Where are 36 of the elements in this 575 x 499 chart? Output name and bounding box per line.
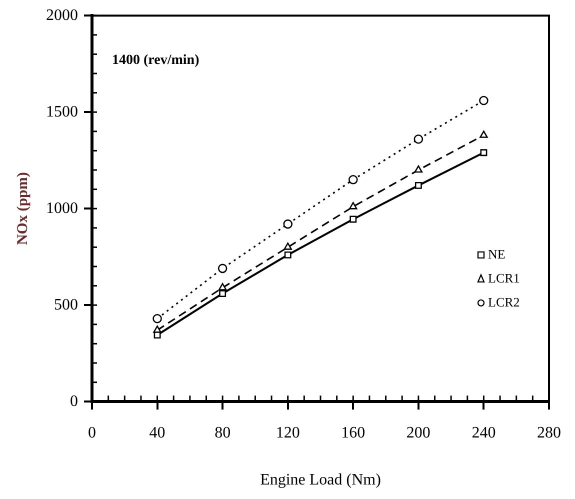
point (349, 202, 358, 210)
legend-label: LCR1 (488, 270, 520, 286)
x-axis-title: Engine Load (Nm) (260, 472, 381, 489)
x-tick-label: 80 (214, 424, 231, 442)
annotation: 1400 (rev/min) (112, 53, 200, 68)
x-tick-label: 160 (341, 424, 366, 442)
y-tick-label: 0 (70, 392, 78, 410)
point (414, 182, 422, 189)
point (218, 283, 227, 290)
point (479, 96, 488, 106)
point (218, 264, 228, 274)
y-tick-label: 500 (54, 296, 78, 314)
point (219, 290, 226, 297)
x-tick-label: 280 (537, 424, 561, 442)
point (154, 332, 161, 338)
point (284, 251, 292, 258)
y-axis-title: NOx (ppm) (14, 172, 31, 246)
point (480, 130, 488, 138)
point (283, 219, 293, 229)
point (348, 175, 358, 184)
point (480, 149, 488, 156)
legend-label: LCR2 (488, 294, 520, 310)
point (152, 314, 162, 324)
y-tick-label: 1500 (46, 103, 78, 120)
point (284, 242, 292, 250)
x-tick-label: 40 (149, 424, 166, 442)
y-tick-label: 2000 (46, 6, 78, 24)
point (414, 134, 424, 144)
x-tick-label: 120 (276, 424, 300, 442)
x-tick-label: 240 (472, 424, 496, 442)
point (350, 216, 357, 223)
point (414, 165, 423, 173)
legend-label: NE (488, 246, 506, 262)
x-tick-label: 200 (406, 424, 430, 442)
x-tick-label: 0 (88, 424, 96, 442)
y-tick-label: 1000 (46, 200, 78, 217)
